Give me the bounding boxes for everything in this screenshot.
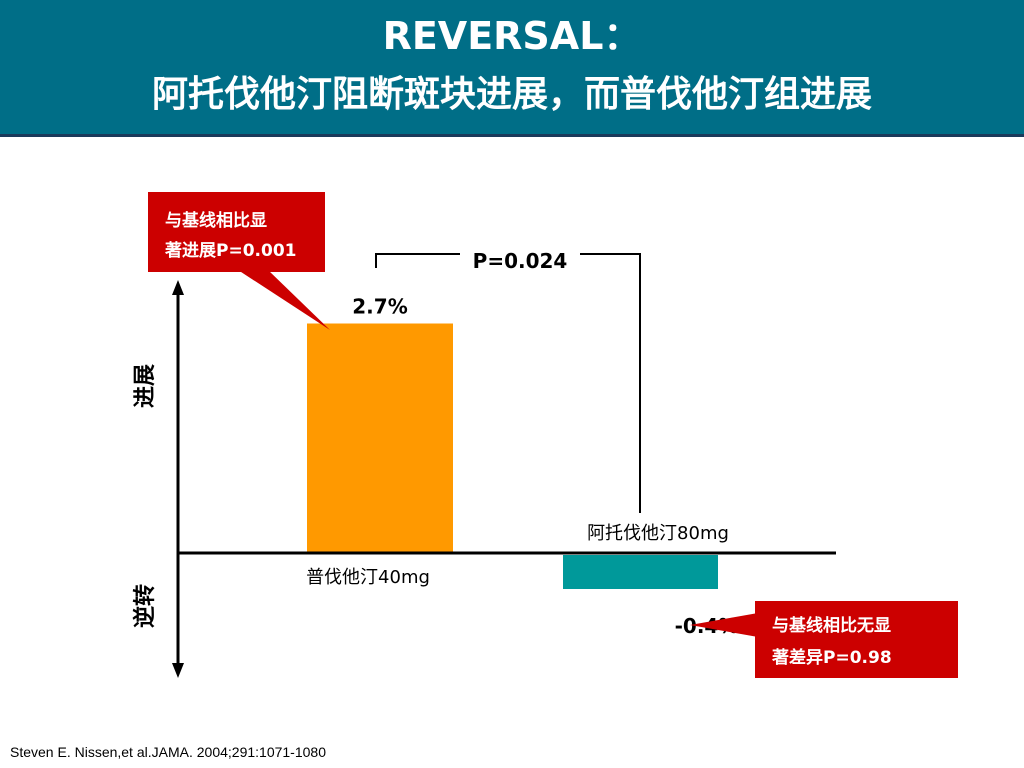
bar-chart: 进展 逆转 2.7% -0.4% 普伐他汀40mg 阿托伐他汀80mg P=0.…: [132, 192, 958, 678]
citation: Steven E. Nissen,et al.JAMA. 2004;291:10…: [10, 744, 326, 760]
title-line-1: REVERSAL：: [382, 14, 642, 58]
y-axis-arrow-top: [172, 280, 184, 295]
category-label-atorvastatin: 阿托伐他汀80mg: [587, 523, 729, 544]
y-label-regression: 逆转: [132, 584, 158, 628]
callout-1-pointer: [238, 270, 330, 330]
title-banner: REVERSAL： 阿托伐他汀阻断斑块进展，而普伐他汀组进展: [0, 0, 1024, 137]
callout-1-line-2: 著进展P=0.001: [165, 240, 296, 261]
value-label-pravastatin: 2.7%: [352, 295, 407, 319]
comparison-bracket: [375, 253, 641, 513]
title-line-2: 阿托伐他汀阻断斑块进展，而普伐他汀组进展: [151, 74, 872, 115]
bar-atorvastatin: [563, 555, 718, 589]
callout-2-line-1: 与基线相比无显: [772, 615, 891, 636]
bar-pravastatin: [307, 323, 453, 553]
callout-2-line-2: 著差异P=0.98: [772, 647, 892, 668]
comparison-p-value: P=0.024: [473, 249, 568, 273]
category-label-pravastatin: 普伐他汀40mg: [306, 567, 430, 588]
callout-2-box: [755, 601, 958, 678]
callout-2-pointer: [690, 613, 758, 637]
y-axis-arrow-bottom: [172, 663, 184, 678]
callout-1-line-1: 与基线相比显: [165, 210, 267, 231]
y-label-progression: 进展: [133, 364, 158, 408]
callout-1-box: [148, 192, 325, 272]
